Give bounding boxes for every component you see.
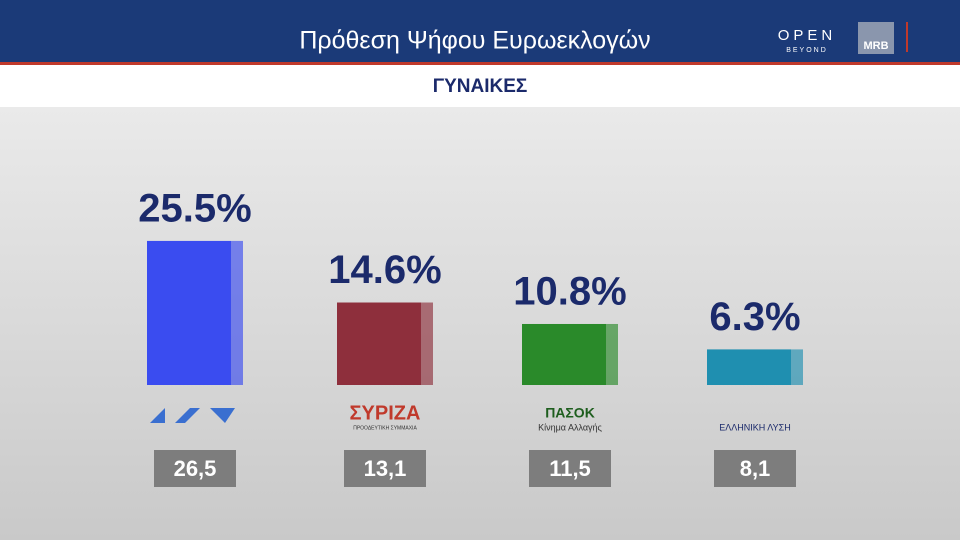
channel-logo: OPEN [778,27,837,44]
bar-side [606,323,618,385]
previous-value-box [529,450,611,487]
chart-title: Πρόθεση Ψήφου Ευρωεκλογών [299,27,650,55]
value-label: 6.3% [709,295,800,339]
value-label: 10.8% [513,270,626,314]
bar [337,302,421,385]
previous-value-box [344,450,426,487]
previous-value: 8,1 [740,456,771,481]
value-label: 25.5% [138,186,251,230]
bar-side [791,349,803,385]
bar [147,240,231,385]
header-bar [0,0,960,62]
pollster-logo: MRB [863,40,888,52]
party-name: ΣΥΡΙΖΑ [350,402,421,424]
bar-side [231,240,243,385]
subtitle-band [0,65,960,107]
party-note: Κίνημα Αλλαγής [538,422,602,432]
value-label: 14.6% [328,248,441,292]
party-note: ΠΡΟΟΔΕΥΤΙΚΗ ΣΥΜΜΑΧΙΑ [353,425,417,431]
header-rule [0,62,960,65]
party-name: ΠΑΣΟΚ [545,405,595,421]
bar [522,323,606,385]
previous-value: 11,5 [549,456,591,481]
bar [707,349,791,385]
previous-value: 13,1 [364,456,407,481]
chart-subtitle: ΓΥΝΑΙΚΕΣ [433,76,528,97]
bar-side [421,302,433,385]
pollster-logo-box [858,22,894,54]
channel-tagline: BEYOND [786,47,828,54]
previous-value-box [714,450,796,487]
previous-value: 26,5 [174,456,217,481]
logo-divider [906,22,908,52]
party-logo [150,408,235,423]
party-name: ΕΛΛΗΝΙΚΗ ΛΥΣΗ [719,422,790,432]
previous-value-box [154,450,236,487]
